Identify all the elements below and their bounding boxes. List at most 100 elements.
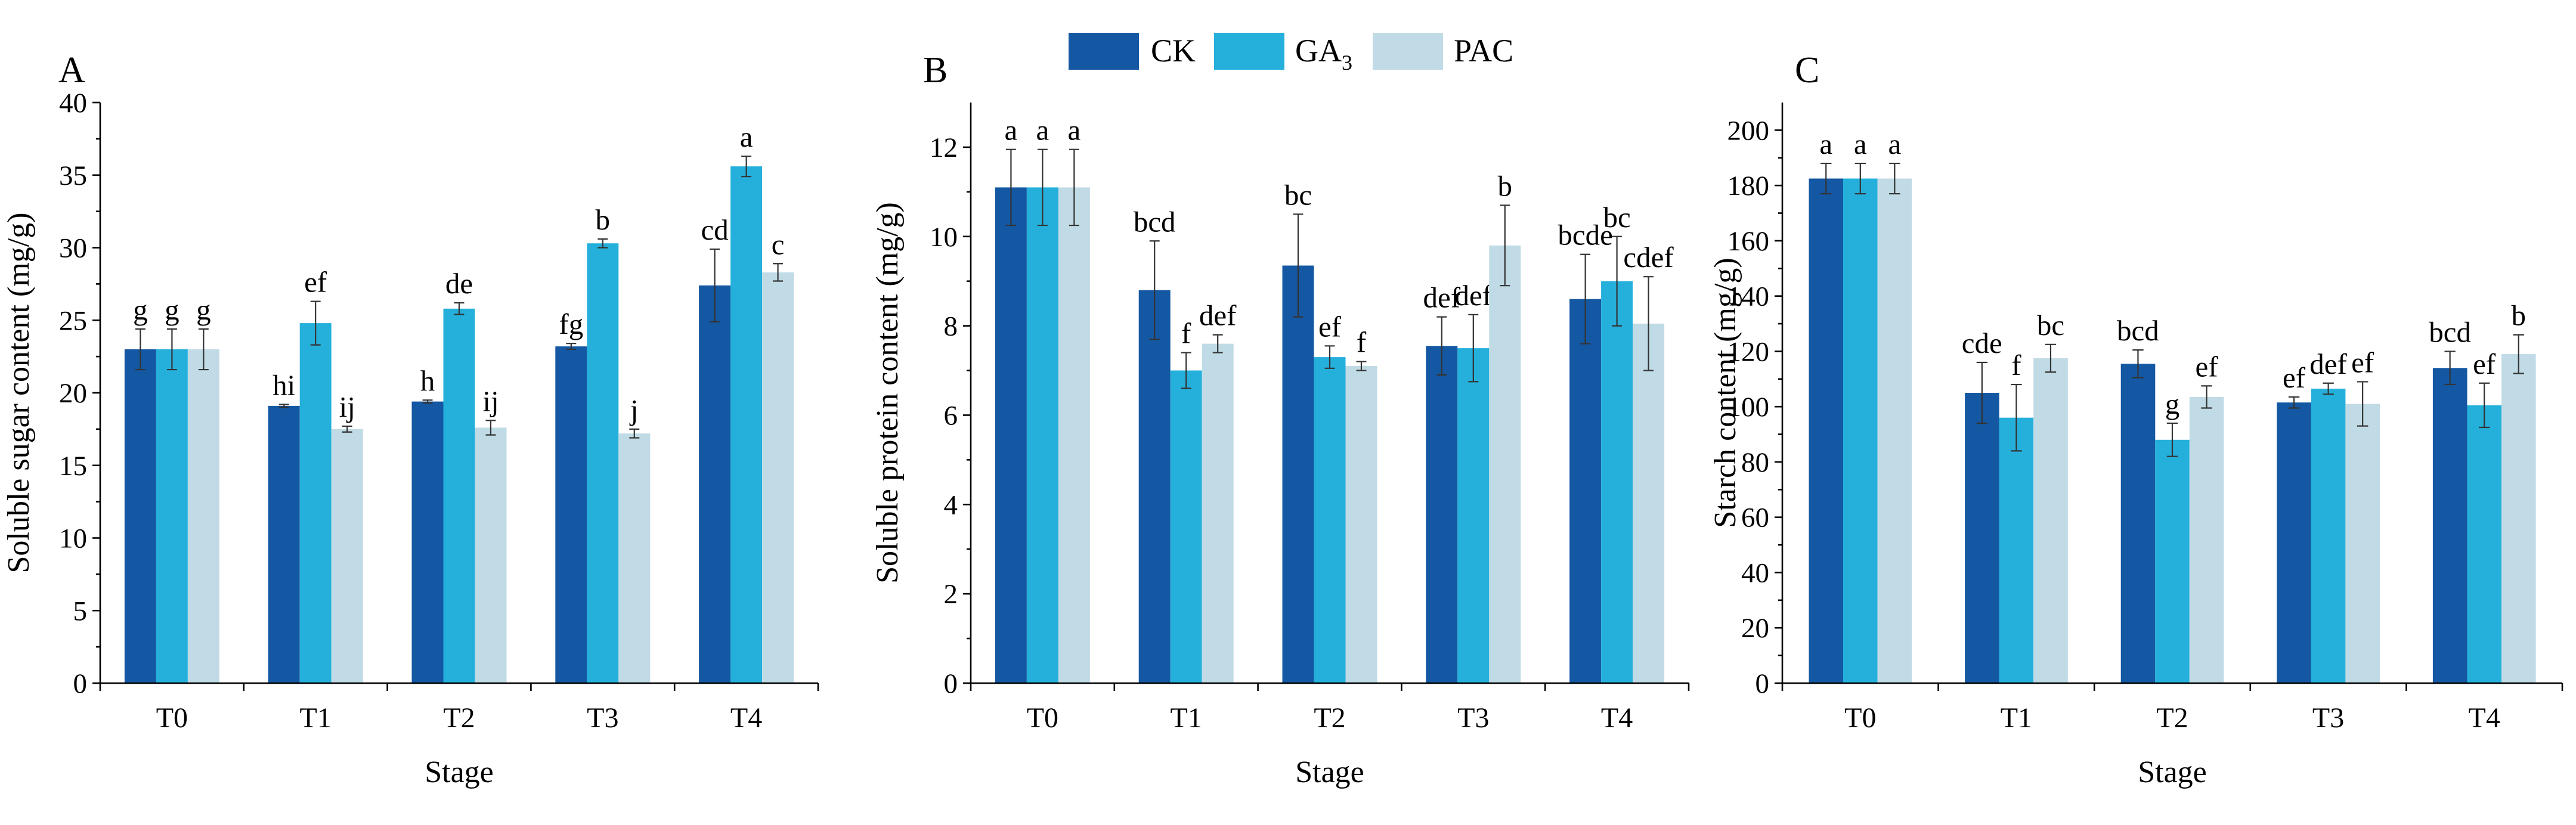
legend-label-pac: PAC	[1454, 33, 1513, 69]
y-tick-label: 0	[944, 668, 958, 699]
bar-a-t0-ck	[124, 349, 156, 683]
significance-label: f	[1181, 317, 1191, 350]
significance-label: a	[1068, 114, 1081, 147]
bar-c-t3-pac	[2345, 404, 2380, 683]
bar-a-t2-pac	[475, 427, 507, 683]
significance-label: def	[1199, 299, 1237, 332]
error-bar	[1293, 213, 1304, 318]
bar-a-t2-ck	[411, 401, 444, 683]
bar-b-t1-ga3	[1170, 370, 1202, 683]
bar-a-t1-pac	[331, 429, 363, 683]
bar-b-t4-ck	[1569, 299, 1602, 683]
significance-label: cdef	[1623, 241, 1674, 274]
significance-label: f	[1357, 326, 1367, 359]
legend-label-subscript: 3	[1342, 51, 1352, 75]
error-bar	[2132, 349, 2144, 379]
y-tick-label: 160	[1727, 226, 1770, 257]
significance-label: hi	[273, 369, 295, 402]
bar-b-t2-pac	[1345, 366, 1377, 683]
bar-b-t0-ck	[995, 187, 1027, 683]
significance-label: ij	[339, 390, 355, 423]
error-bar	[1643, 276, 1654, 371]
y-tick-label: 200	[1727, 115, 1770, 146]
y-tick-label: 35	[59, 160, 87, 191]
error-bar	[2011, 383, 2022, 452]
panel-letter-c: C	[1795, 50, 1819, 91]
y-tick-label: 140	[1727, 281, 1770, 312]
significance-label: g	[196, 293, 211, 326]
x-tick-label: T1	[1171, 702, 1202, 734]
error-bar	[1149, 240, 1160, 340]
significance-label: ef	[2473, 348, 2496, 380]
significance-label: b	[2512, 299, 2527, 332]
legend-swatch-ck	[1069, 33, 1139, 70]
bar-b-t3-ga3	[1457, 348, 1490, 683]
error-bar	[2357, 381, 2368, 427]
error-bar	[2444, 351, 2456, 386]
significance-label: ef	[1318, 310, 1342, 343]
error-bar	[1005, 148, 1016, 227]
error-bar	[1069, 148, 1079, 227]
error-bar	[310, 300, 321, 346]
significance-label: a	[1888, 128, 1902, 160]
significance-label: ef	[2351, 346, 2374, 379]
x-tick-label: T4	[2469, 702, 2500, 734]
y-tick-label: 4	[944, 489, 958, 520]
significance-label: bcd	[2117, 314, 2159, 347]
error-bar	[1580, 253, 1591, 345]
bar-a-t3-ck	[555, 346, 587, 683]
bar-b-t4-ga3	[1601, 281, 1633, 683]
error-bar	[2478, 382, 2490, 429]
error-bar	[773, 263, 784, 282]
significance-label: def	[1455, 279, 1493, 312]
bar-b-t1-pac	[1202, 343, 1234, 683]
error-bar	[2288, 396, 2300, 409]
x-tick-label: T4	[730, 702, 762, 734]
significance-label: fg	[559, 308, 583, 340]
y-tick-label: 6	[944, 400, 958, 431]
x-tick-label: T2	[443, 702, 475, 734]
bar-a-t0-ga3	[156, 349, 188, 683]
x-tick-label: T3	[1457, 702, 1489, 734]
x-tick-label: T3	[2312, 702, 2344, 734]
bar-b-t1-ck	[1138, 290, 1171, 683]
significance-label: bcd	[1134, 205, 1176, 238]
x-tick-label: T4	[1601, 702, 1633, 734]
bar-c-t1-ga3	[1999, 417, 2034, 683]
bar-a-t4-ck	[699, 285, 731, 683]
bar-b-t2-ck	[1282, 265, 1314, 683]
bar-a-t2-ga3	[443, 308, 475, 683]
legend-label-ga: GA3	[1295, 33, 1352, 75]
x-tick-label: T3	[587, 702, 618, 734]
x-tick-label: T1	[300, 702, 332, 734]
significance-label: j	[629, 393, 639, 426]
bar-a-t1-ga3	[299, 323, 332, 683]
bar-b-t2-ga3	[1314, 357, 1346, 683]
y-tick-label: 0	[1755, 668, 1770, 699]
y-tick-label: 5	[73, 596, 88, 626]
error-bar	[741, 155, 752, 178]
error-bar	[485, 420, 496, 436]
significance-label: a	[1036, 114, 1049, 147]
significance-label: a	[1819, 128, 1832, 160]
significance-label: g	[2165, 387, 2180, 420]
error-bar	[135, 328, 145, 371]
significance-label: b	[1498, 169, 1513, 202]
x-tick-label: T1	[2001, 702, 2032, 734]
y-axis-title: Starch content (mg/g)	[1708, 258, 1742, 528]
error-bar	[2323, 382, 2334, 395]
y-tick-label: 25	[59, 305, 87, 336]
significance-label: a	[740, 120, 753, 153]
y-tick-label: 8	[944, 311, 958, 342]
bar-a-t4-pac	[762, 272, 794, 683]
y-tick-label: 15	[59, 451, 87, 482]
bar-b-t0-pac	[1058, 187, 1090, 683]
significance-label: a	[1005, 114, 1018, 147]
error-bar	[1356, 361, 1367, 371]
legend: CK GA3 PAC	[1069, 33, 1513, 75]
chart-panel-a: Ag hi h fg cd g ef de b a g ij ij j c 0 5 10 15 20 25 30 35 40 T…	[2, 50, 819, 789]
significance-label: bc	[1603, 201, 1630, 234]
significance-label: ef	[304, 266, 327, 299]
y-tick-label: 40	[1741, 557, 1769, 588]
